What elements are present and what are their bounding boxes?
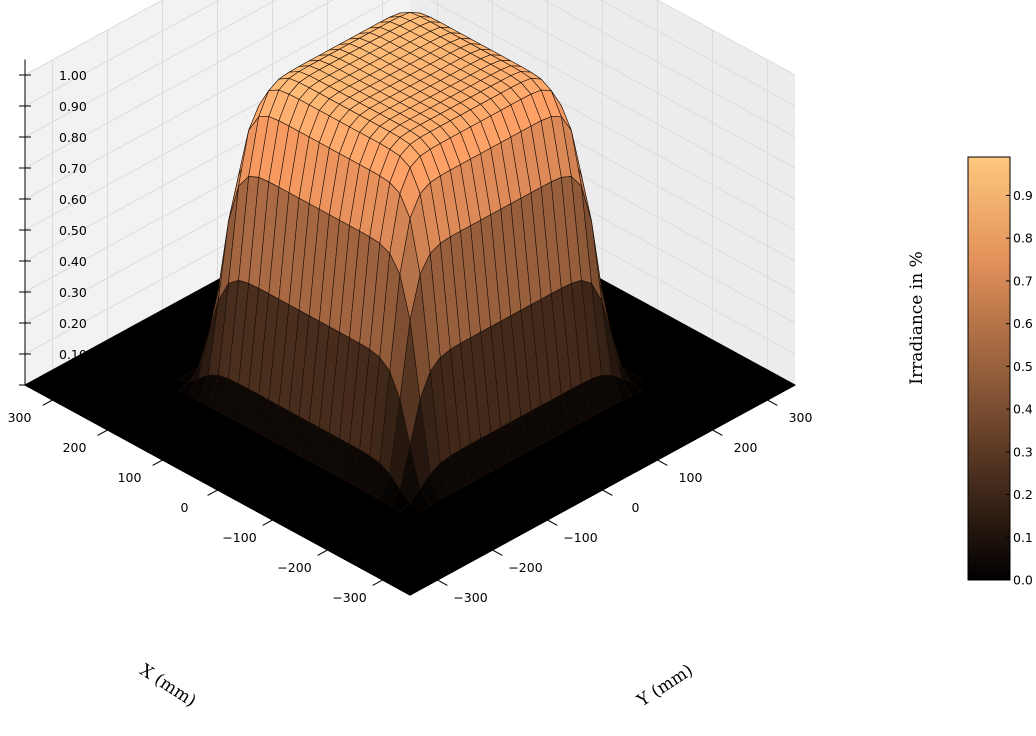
- y-tick-mark: [657, 459, 668, 466]
- z-tick-label: 0.20: [59, 316, 87, 331]
- y-tick-label: −300: [453, 590, 487, 605]
- y-tick-label: −200: [508, 560, 542, 575]
- z-tick-label: 0.90: [59, 99, 87, 114]
- colorbar-tick-label: 0.0: [1013, 573, 1033, 588]
- z-tick-label: 0.50: [59, 223, 87, 238]
- y-tick-label: 0: [632, 500, 640, 515]
- z-tick-label: 0.60: [59, 192, 87, 207]
- y-tick-mark: [602, 489, 613, 496]
- z-axis-label: Irradiance in %: [907, 251, 927, 384]
- x-tick-mark: [42, 399, 53, 406]
- y-tick-label: −100: [563, 530, 597, 545]
- y-tick-mark: [492, 549, 503, 556]
- x-tick-label: 300: [8, 410, 32, 425]
- x-tick-mark: [152, 459, 163, 466]
- y-axis-label: Y (mm): [633, 660, 697, 711]
- y-tick-mark: [712, 429, 723, 436]
- z-tick-label: 0.80: [59, 130, 87, 145]
- y-tick-mark: [437, 579, 448, 586]
- colorbar-gradient: [967, 156, 1011, 581]
- irradiance-surface: [177, 12, 643, 512]
- z-tick-label: 1.00: [59, 68, 87, 83]
- x-tick-mark: [372, 579, 383, 586]
- x-tick-label: 100: [118, 470, 142, 485]
- z-tick-label: 0.00: [59, 378, 87, 393]
- grid-line: [24, 0, 796, 138]
- colorbar-tick-label: 0.7: [1013, 273, 1033, 288]
- colorbar-tick-label: 0.4: [1013, 402, 1033, 417]
- colorbar-tick-label: 0.3: [1013, 444, 1033, 459]
- z-tick-label: 0.40: [59, 254, 87, 269]
- x-tick-mark: [317, 549, 328, 556]
- grid-line: [24, 0, 796, 169]
- x-tick-label: 0: [181, 500, 189, 515]
- colorbar-tick-label: 0.9: [1013, 188, 1033, 203]
- colorbar-tick-label: 0.5: [1013, 359, 1033, 374]
- colorbar-tick-label: 0.8: [1013, 231, 1033, 246]
- colorbar-tick-label: 0.1: [1013, 530, 1033, 545]
- y-tick-mark: [767, 399, 778, 406]
- x-tick-label: −300: [332, 590, 366, 605]
- x-tick-mark: [97, 429, 108, 436]
- x-tick-label: −200: [277, 560, 311, 575]
- grid-line: [24, 0, 796, 200]
- z-tick-label: 0.70: [59, 161, 87, 176]
- colorbar-tick-label: 0.2: [1013, 487, 1033, 502]
- x-tick-label: 200: [63, 440, 87, 455]
- x-tick-label: −100: [222, 530, 256, 545]
- grid-line: [24, 0, 796, 76]
- x-axis-label: X (mm): [136, 660, 200, 711]
- x-tick-mark: [207, 489, 218, 496]
- y-tick-label: 100: [679, 470, 703, 485]
- y-tick-label: 300: [789, 410, 813, 425]
- x-tick-mark: [262, 519, 273, 526]
- grid-line: [24, 0, 796, 107]
- z-tick-label: 0.30: [59, 285, 87, 300]
- z-tick-label: 0.10: [59, 347, 87, 362]
- surface-patch: [399, 166, 421, 219]
- tick-labels: −300 −200 −100 0 100 200 300 −300 −200 −100 0 100 20…: [8, 68, 813, 605]
- y-tick-mark: [547, 519, 558, 526]
- y-tick-label: 200: [734, 440, 758, 455]
- colorbar-tick-label: 0.6: [1013, 316, 1033, 331]
- colorbar: 0.0 0.1 0.2 0.3 0.4 0.5 0.6 0.7 0.8 0.9: [967, 156, 1033, 588]
